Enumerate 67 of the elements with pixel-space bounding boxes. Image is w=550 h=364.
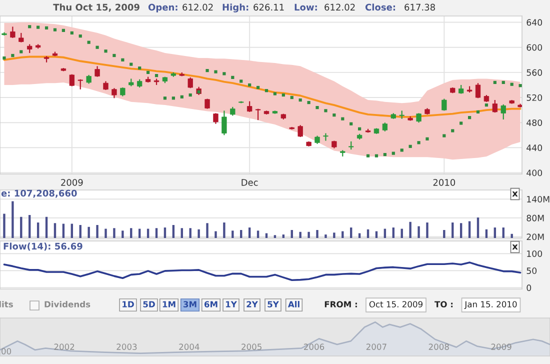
candlestick (18, 32, 24, 43)
x-tick-label: 2005 (242, 344, 262, 350)
text: 1M (162, 301, 176, 308)
text: 5Y (268, 301, 279, 308)
text: Dividends (44, 300, 90, 308)
text: 3M (184, 301, 196, 308)
y-tick-label: 0 (526, 284, 532, 292)
x-tick-label: 2007 (366, 344, 386, 350)
y-tick-label: 480 (526, 119, 542, 126)
y-tick-label: 400 (526, 170, 542, 176)
x-tick-label: 2008 (428, 344, 449, 350)
text: FROM : (324, 301, 357, 308)
line-series (3, 56, 522, 118)
y-tick-label: 20M (526, 234, 544, 240)
candlestick (112, 88, 117, 99)
text: Jan 15. 2010 (464, 301, 517, 309)
y-tick-label: 100 (527, 250, 542, 257)
line-series (3, 262, 522, 282)
annotation: x (512, 192, 518, 196)
candlestick (416, 112, 422, 124)
text: Thu Oct 15, 2009 (53, 4, 140, 12)
candlestick (10, 26, 16, 38)
y-tick-label: 600 (526, 44, 542, 51)
text: 5D (143, 301, 155, 308)
candlestick (298, 124, 303, 138)
text: 617.38 (404, 4, 435, 11)
x-tick-label: 2006 (304, 344, 324, 350)
x-tick-label: 2003 (116, 344, 137, 350)
annotation: Flow(14): 56.69 (4, 242, 82, 251)
text: 1D (122, 301, 134, 308)
x-tick-label: Dec (242, 179, 258, 186)
text: 2Y (246, 301, 258, 308)
text: 612.02 (324, 4, 355, 11)
annotation: e: 107,208,660 (1, 190, 77, 198)
y-tick-label: 560 (526, 69, 542, 76)
y-tick-label: 80M (526, 214, 544, 222)
x-tick-label: 2010 (433, 179, 456, 186)
candlestick (247, 100, 252, 112)
y-tick-label: 520 (526, 94, 542, 101)
text: 6M (204, 301, 218, 308)
text: High: (222, 4, 248, 12)
text: 626.11 (254, 4, 284, 11)
text: Oct 15. 2009 (369, 301, 422, 308)
annotation: x (512, 244, 518, 250)
y-tick-label: 140M (527, 196, 550, 202)
text: Close: (365, 4, 396, 11)
candlestick (222, 110, 227, 136)
y-tick-label: 440 (526, 144, 542, 152)
y-tick-label: 50 (526, 268, 537, 274)
x-tick-label: 2009 (491, 344, 512, 350)
candlestick (492, 99, 498, 114)
candlestick (500, 104, 506, 120)
text: 1Y (226, 301, 237, 308)
candlestick (323, 132, 328, 142)
x-tick-label: 2009 (61, 179, 83, 186)
candlestick (94, 66, 100, 78)
x-tick-label: 2004 (179, 344, 200, 350)
text: Open: (148, 4, 178, 12)
candlestick (475, 82, 481, 99)
x-tick-label: 2002 (54, 344, 74, 350)
annotation: 00 (2, 348, 12, 354)
text: Low: (294, 4, 317, 11)
text: 612.02 (182, 4, 213, 11)
text: All (288, 300, 300, 308)
candlestick (213, 112, 218, 124)
text: TO : (434, 301, 453, 308)
y-tick-label: 640 (526, 19, 542, 26)
